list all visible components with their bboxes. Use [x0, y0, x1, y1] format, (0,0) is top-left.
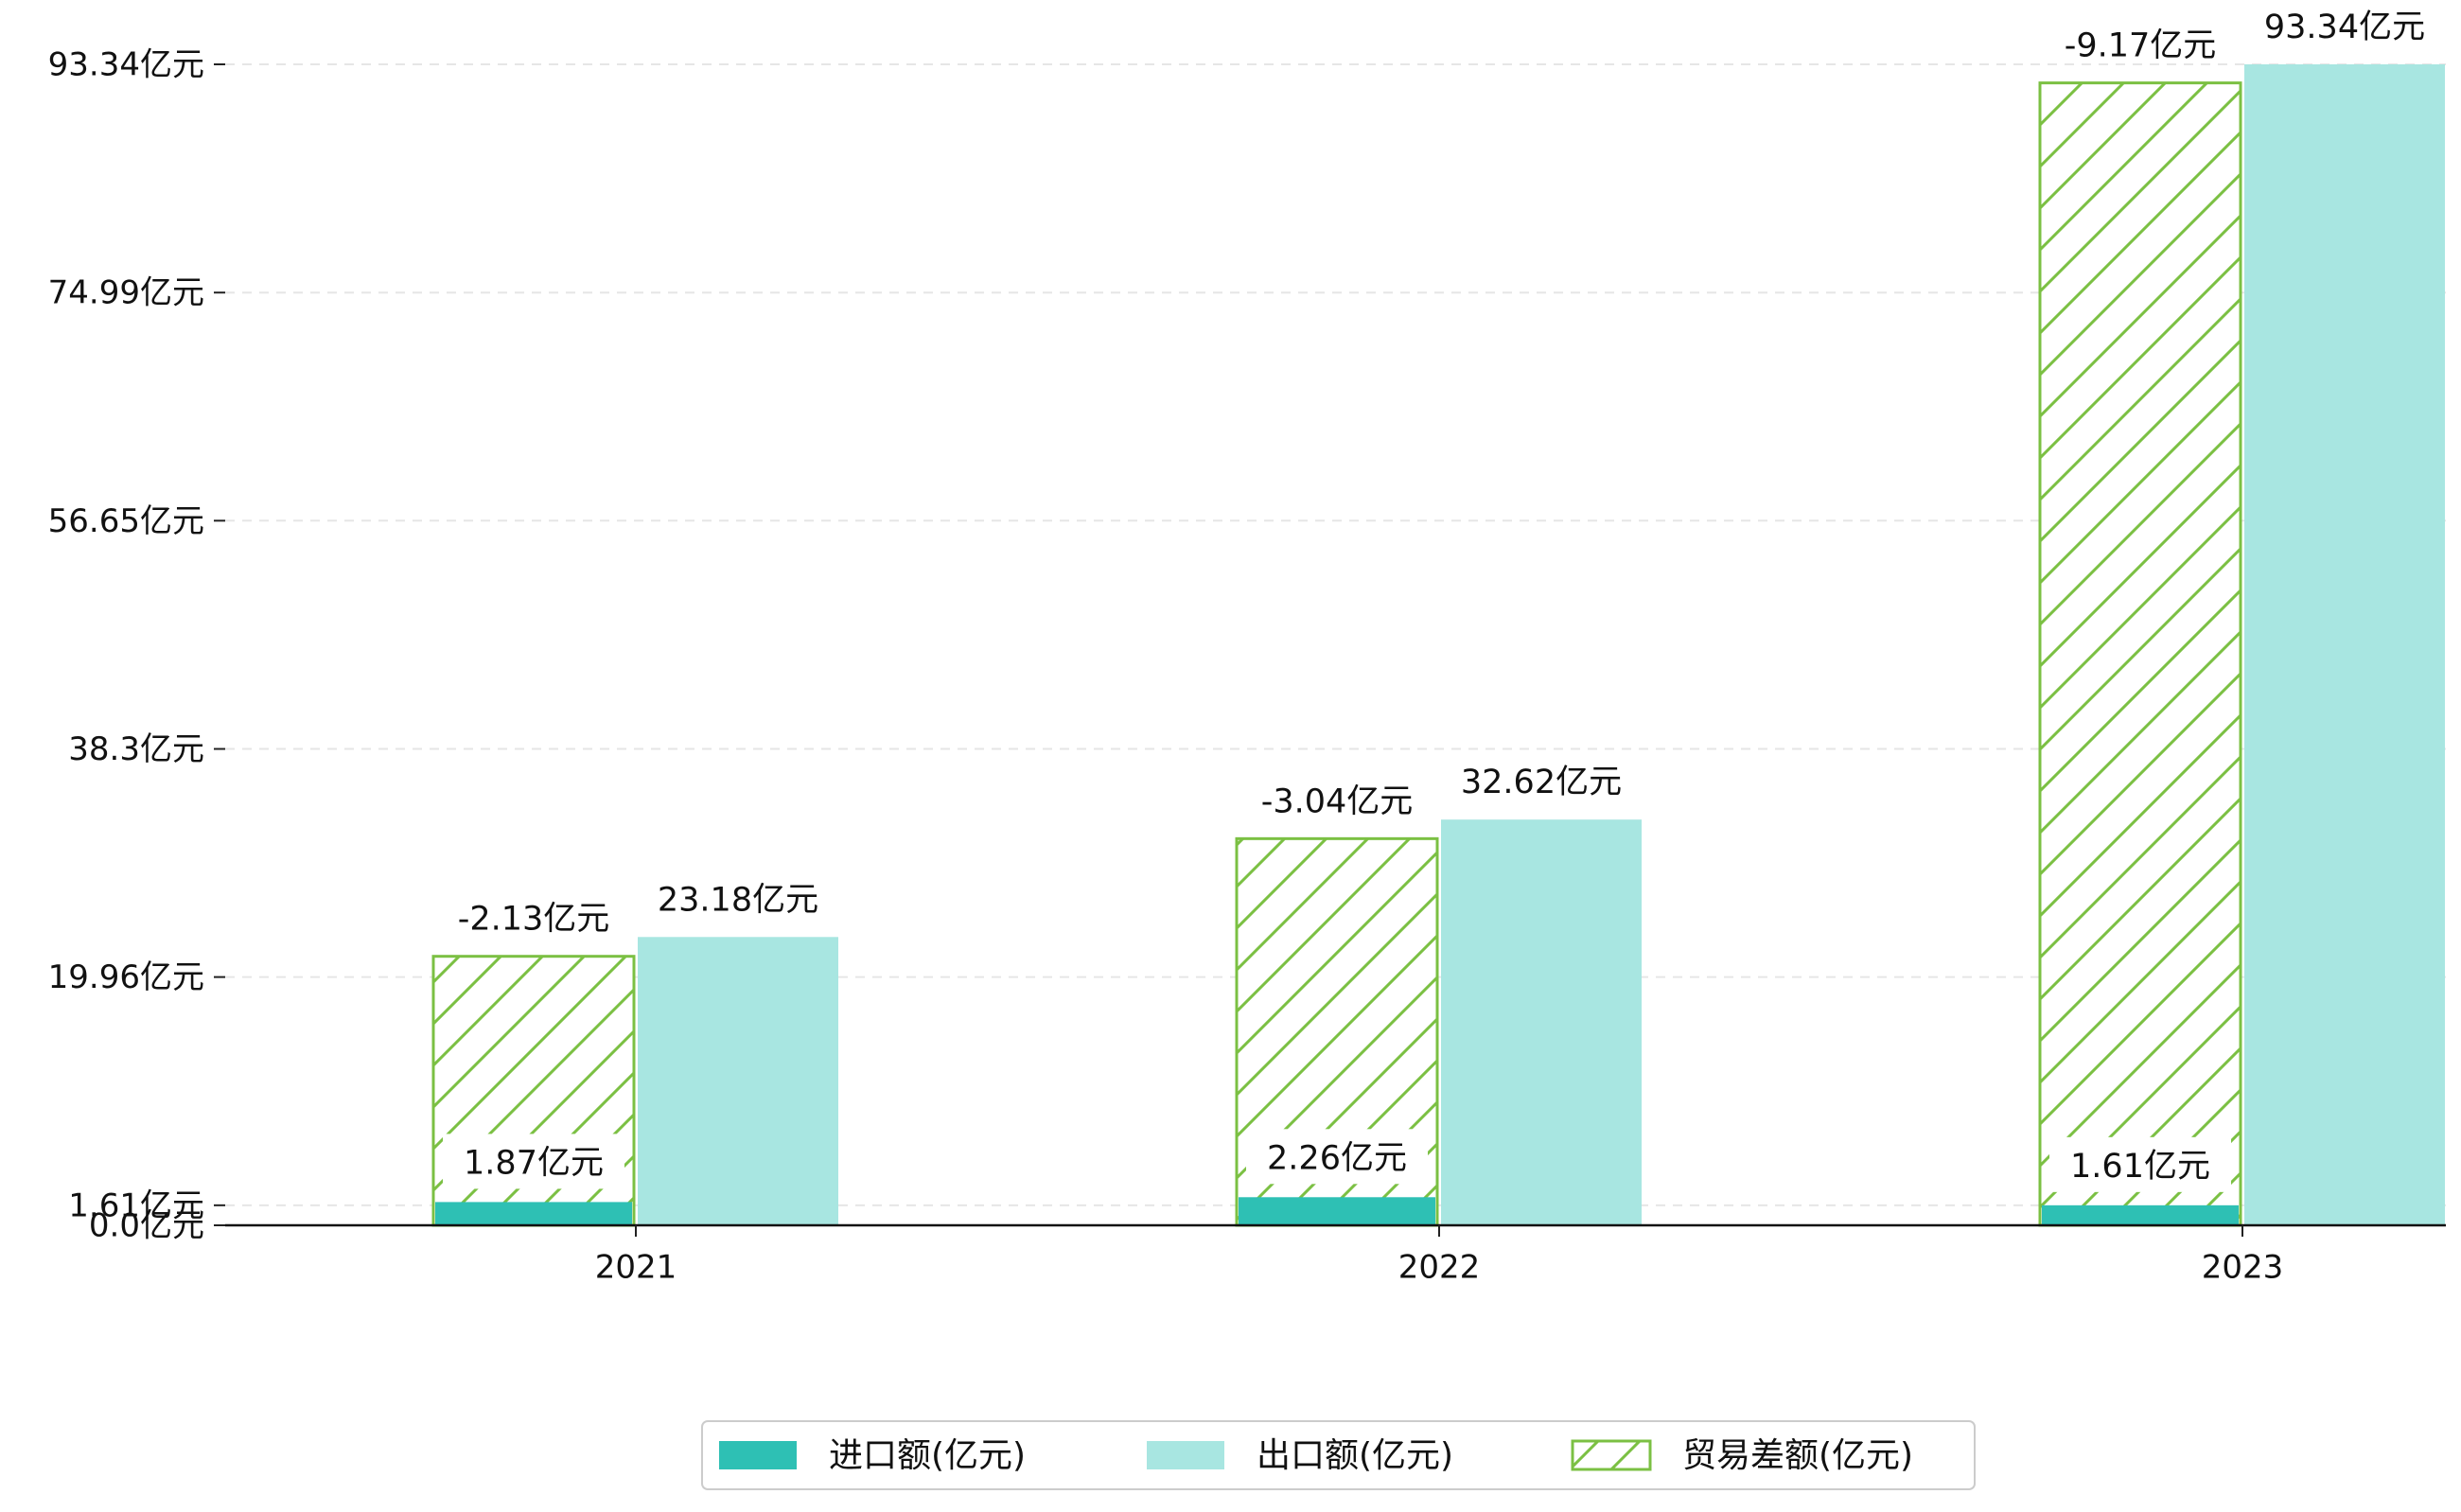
- import-bar-2021: [435, 1202, 632, 1225]
- y-tick-label: 38.3亿元: [68, 730, 204, 768]
- import-bar-2022: [1239, 1197, 1435, 1225]
- legend-swatch-0: [719, 1441, 797, 1469]
- import-label-2022: 2.26亿元: [1267, 1139, 1407, 1177]
- legend-label-1: 出口额(亿元): [1257, 1436, 1453, 1475]
- export-label-2022: 32.62亿元: [1461, 764, 1622, 801]
- import-label-2021: 1.87亿元: [464, 1144, 604, 1182]
- x-tick-label-2023: 2023: [2202, 1249, 2284, 1287]
- y-tick-label: 0.0亿元: [89, 1207, 204, 1245]
- data-labels: 1.87亿元 -2.13亿元 23.18亿元 2.26亿元 -3.04亿元 32.62亿元…: [443, 9, 2425, 1192]
- import-label-bg: [2049, 1136, 2231, 1192]
- y-tick-label: 56.65亿元: [48, 502, 204, 540]
- legend: 进口额(亿元) 出口额(亿元) 贸易差额(亿元): [701, 1420, 1976, 1490]
- import-bar-2023: [2042, 1204, 2239, 1225]
- balance-label-2022: -3.04亿元: [1261, 782, 1414, 820]
- legend-swatch-1: [1147, 1441, 1224, 1469]
- x-tick-label-2021: 2021: [595, 1249, 677, 1287]
- bars: [431, 64, 2445, 1227]
- y-tick-label: 93.34亿元: [48, 46, 204, 84]
- balance-bar-2023: [2038, 81, 2242, 1227]
- balance-label-2021: -2.13亿元: [458, 901, 610, 939]
- x-tick-label-2022: 2022: [1398, 1249, 1481, 1287]
- export-bar-2023: [2244, 64, 2445, 1225]
- import-label-2023: 1.61亿元: [2070, 1148, 2210, 1186]
- import-label-bg: [1246, 1129, 1428, 1185]
- y-tick-label: 1.61亿元: [68, 1187, 204, 1224]
- legend-swatch-2: [1571, 1439, 1652, 1471]
- y-tick-label: 19.96亿元: [48, 958, 204, 996]
- axes: 0.0亿元1.61亿元19.96亿元38.3亿元56.65亿元74.99亿元93…: [48, 46, 2446, 1287]
- import-label-bg: [443, 1134, 624, 1189]
- export-bar-2022: [1441, 819, 1642, 1225]
- y-tick-label: 74.99亿元: [48, 274, 204, 312]
- legend-label-2: 贸易差额(亿元): [1682, 1436, 1913, 1475]
- export-label-2021: 23.18亿元: [658, 881, 818, 919]
- balance-label-2023: -9.17亿元: [2065, 27, 2217, 65]
- legend-box: [701, 1420, 1976, 1490]
- export-bar-2021: [638, 937, 838, 1225]
- export-label-2023: 93.34亿元: [2264, 9, 2425, 46]
- legend-label-0: 进口额(亿元): [829, 1436, 1026, 1475]
